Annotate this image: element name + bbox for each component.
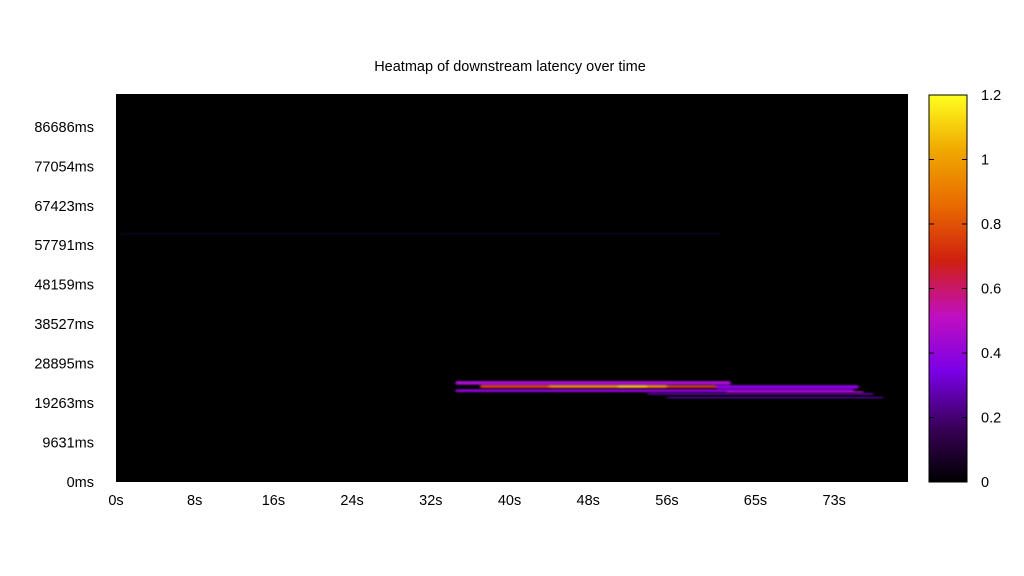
- y-tick-label: 0ms: [67, 475, 94, 491]
- colorbar-tick-label: 1.2: [981, 88, 1001, 104]
- y-tick-label: 57791ms: [34, 238, 94, 254]
- x-tick-label: 24s: [340, 493, 363, 509]
- x-tick-label: 48s: [577, 493, 600, 509]
- colorbar-axis: 0 0.2 0.4 0.6 0.8 1 1.2: [928, 88, 1001, 491]
- x-tick-label: 8s: [187, 493, 202, 509]
- y-axis: 0ms 9631ms 19263ms 28895ms 38527ms 48159ms 577…: [34, 120, 94, 491]
- chart-title: Heatmap of downstream latency over time: [374, 59, 646, 75]
- y-tick-label: 19263ms: [34, 396, 94, 412]
- plot-area: [116, 94, 908, 482]
- x-tick-label: 65s: [744, 493, 767, 509]
- y-tick-label: 9631ms: [42, 436, 94, 452]
- y-tick-label: 38527ms: [34, 317, 94, 333]
- y-tick-label: 77054ms: [34, 159, 94, 175]
- heat-band: [666, 396, 884, 399]
- x-axis: 0s 8s 16s 24s 32s 40s 48s 56s 65s 73s: [108, 493, 846, 509]
- heat-band: [725, 391, 864, 393]
- x-tick-label: 40s: [498, 493, 521, 509]
- y-tick-label: 48159ms: [34, 278, 94, 294]
- colorbar-tick-label: 0: [981, 475, 989, 491]
- heat-band: [617, 385, 648, 388]
- heat-band: [455, 381, 731, 385]
- colorbar-tick-label: 1: [981, 153, 989, 169]
- x-tick-label: 16s: [262, 493, 285, 509]
- heat-band: [716, 385, 859, 389]
- heat-band: [120, 233, 722, 235]
- colorbar-tick-label: 0.6: [981, 282, 1001, 298]
- colorbar: [929, 95, 967, 482]
- x-tick-label: 0s: [108, 493, 123, 509]
- x-tick-label: 73s: [823, 493, 846, 509]
- y-tick-label: 28895ms: [34, 357, 94, 373]
- heat-bands: [120, 233, 884, 399]
- y-tick-label: 67423ms: [34, 199, 94, 215]
- colorbar-tick-label: 0.4: [981, 346, 1001, 362]
- colorbar-tick-label: 0.2: [981, 411, 1001, 427]
- heat-band: [647, 393, 874, 395]
- colorbar-tick-label: 0.8: [981, 217, 1001, 233]
- x-tick-label: 32s: [419, 493, 442, 509]
- y-tick-label: 86686ms: [34, 120, 94, 136]
- x-tick-label: 56s: [655, 493, 678, 509]
